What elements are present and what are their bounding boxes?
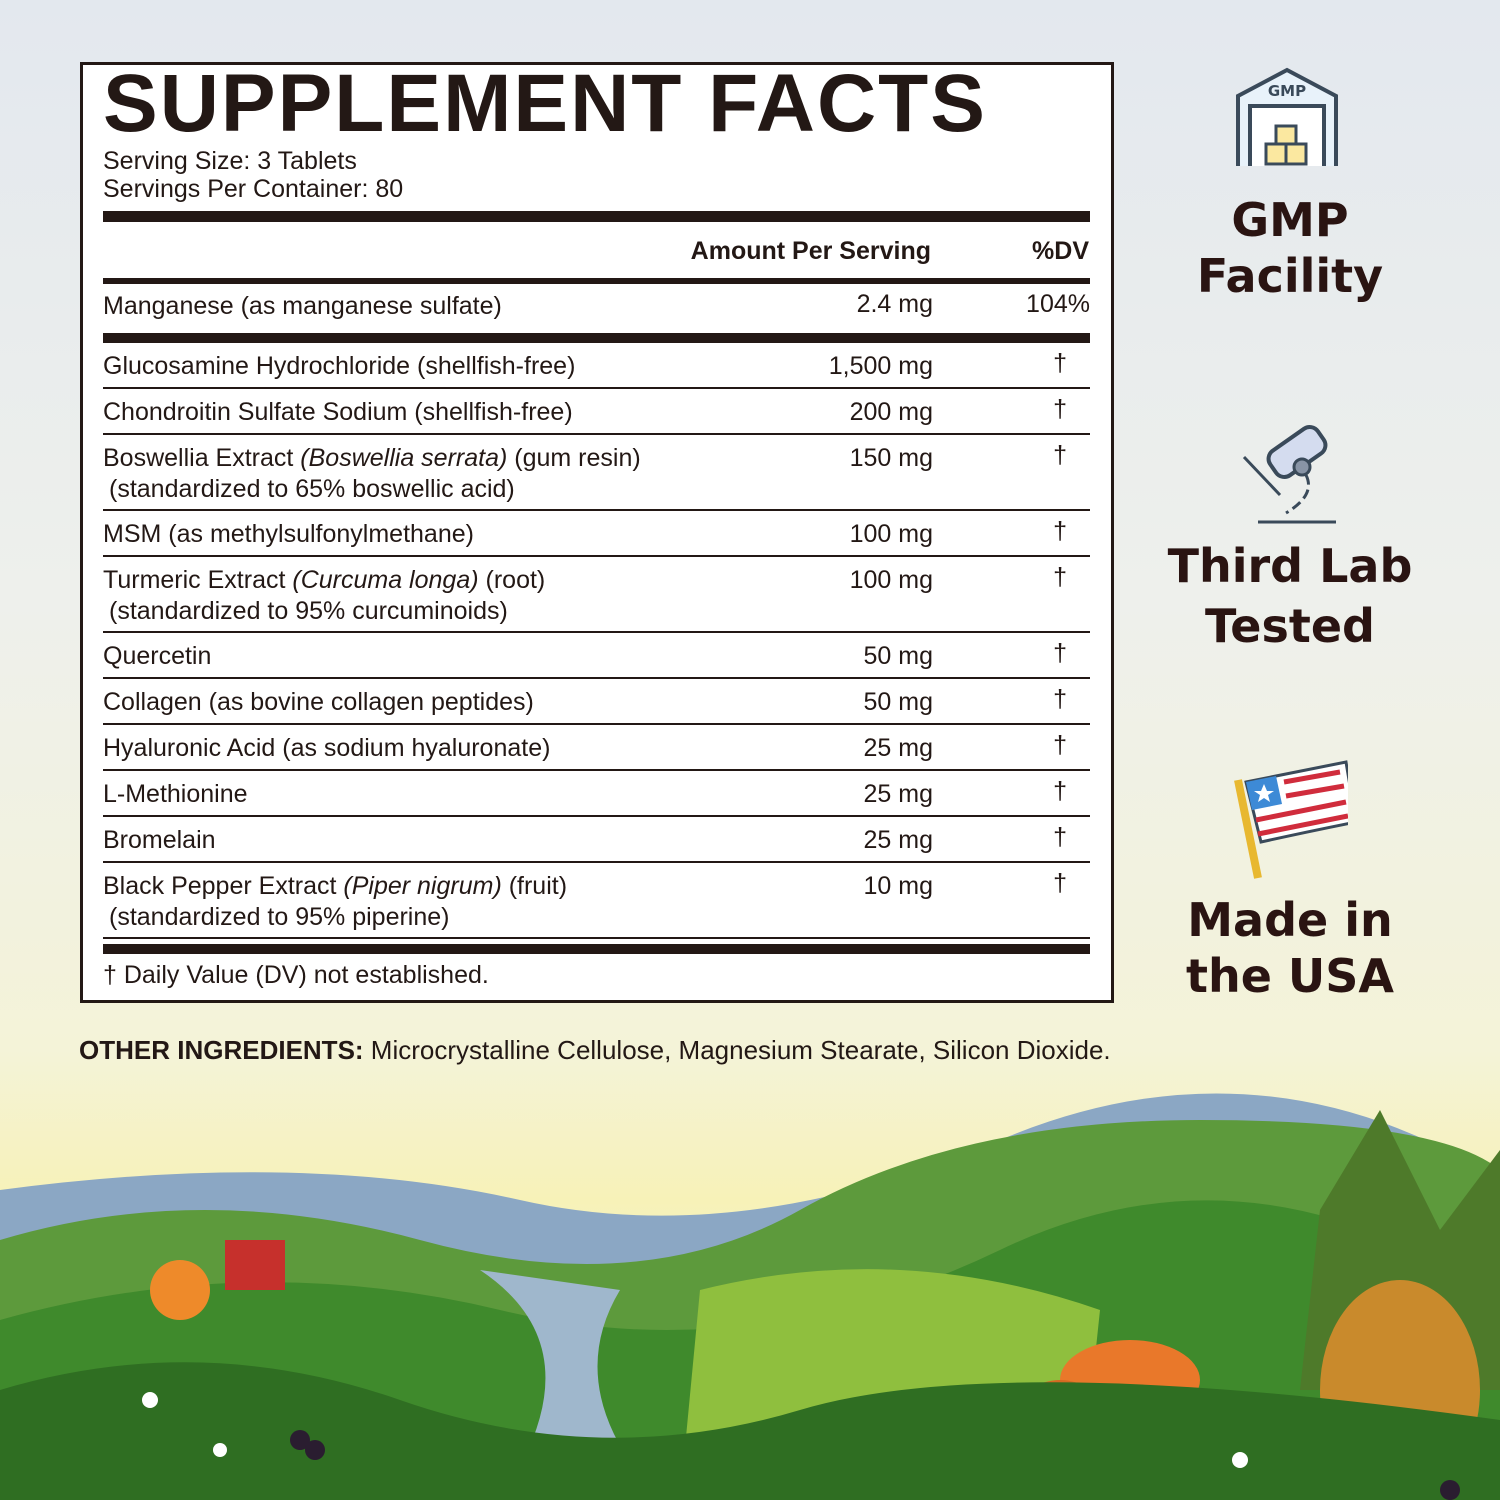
nutrient-latin-name: (Boswellia serrata) [300, 444, 508, 472]
nutrient-name-text: Glucosamine Hydrochloride (shellfish-fre… [103, 352, 576, 380]
nutrient-dv: † [1053, 731, 1067, 759]
header-amount: Amount Per Serving [690, 237, 931, 265]
nutrient-name-text: L-Methionine [103, 780, 248, 808]
nutrient-amount: 50 mg [863, 642, 933, 670]
badge-line: Facility [1196, 249, 1384, 303]
nutrient-name: MSM (as methylsulfonylmethane) [103, 519, 1090, 550]
nutrient-amount: 10 mg [863, 872, 933, 900]
nutrient-name: Boswellia Extract (Boswellia serrata) (g… [103, 443, 1090, 474]
nutrient-amount: 2.4 mg [856, 290, 933, 318]
badge-line: Tested [1205, 599, 1375, 653]
nutrient-name: Bromelain [103, 825, 1090, 856]
nutrient-name-text: Boswellia Extract [103, 444, 301, 472]
nutrient-name: Collagen (as bovine collagen peptides) [103, 687, 1090, 718]
nutrient-dv: † [1053, 349, 1067, 377]
nutrient-name: Chondroitin Sulfate Sodium (shellfish-fr… [103, 397, 1090, 428]
usa-flag-icon [1234, 760, 1348, 879]
badge-gmp: GMP Facility [1130, 192, 1450, 304]
divider-medium [103, 278, 1090, 284]
nutrient-row: Glucosamine Hydrochloride (shellfish-fre… [103, 343, 1090, 389]
servings-per-container: Servings Per Container: 80 [103, 175, 404, 203]
footnote: † Daily Value (DV) not established. [103, 961, 489, 989]
nutrient-standardization: (standardized to 65% boswellic acid) [109, 475, 515, 503]
nutrient-row: Bromelain 25 mg † [103, 817, 1090, 863]
nutrient-name: Quercetin [103, 641, 1090, 672]
nutrient-row: Boswellia Extract (Boswellia serrata) (g… [103, 435, 1090, 511]
divider-thick-bottom [103, 944, 1090, 954]
serving-size: Serving Size: 3 Tablets [103, 147, 357, 175]
nutrient-name-text: Quercetin [103, 642, 212, 670]
landscape-illustration [0, 1093, 1500, 1500]
nutrient-name-text: Hyaluronic Acid (as sodium hyaluronate) [103, 734, 551, 762]
nutrient-amount: 25 mg [863, 734, 933, 762]
nutrient-name: Black Pepper Extract (Piper nigrum) (fru… [103, 871, 1090, 902]
header-dv: %DV [1032, 237, 1089, 265]
gmp-icon-text: GMP [1268, 82, 1306, 100]
nutrient-dv: † [1053, 441, 1067, 469]
nutrient-amount: 1,500 mg [828, 352, 933, 380]
divider-thick [103, 211, 1090, 222]
nutrient-latin-name: (Piper nigrum) [343, 872, 502, 900]
nutrient-row: MSM (as methylsulfonylmethane) 100 mg † [103, 511, 1090, 557]
nutrient-row: Hyaluronic Acid (as sodium hyaluronate) 2… [103, 725, 1090, 771]
nutrient-standardization: (standardized to 95% piperine) [109, 903, 450, 931]
nutrient-row: Manganese (as manganese sulfate) 2.4 mg 10… [103, 281, 1090, 333]
nutrient-row: Black Pepper Extract (Piper nigrum) (fru… [103, 863, 1090, 939]
nutrient-name: Turmeric Extract (Curcuma longa) (root) [103, 565, 1090, 596]
nutrient-part: (root) [478, 566, 546, 594]
nutrient-name-text: Turmeric Extract [103, 566, 293, 594]
nutrient-dv: † [1053, 639, 1067, 667]
nutrient-table: Manganese (as manganese sulfate) 2.4 mg 10… [103, 281, 1090, 939]
nutrient-part: (gum resin) [507, 444, 641, 472]
facts-title: SUPPLEMENT FACTS [103, 58, 987, 149]
supplement-facts-panel: SUPPLEMENT FACTS Serving Size: 3 Tablets… [80, 62, 1114, 1003]
nutrient-name-text: Manganese (as manganese sulfate) [103, 292, 502, 320]
nutrient-amount: 150 mg [849, 444, 933, 472]
nutrient-name-text: Bromelain [103, 826, 216, 854]
nutrient-dv: † [1053, 777, 1067, 805]
nutrient-dv: 104% [1026, 290, 1090, 318]
nutrient-dv: † [1053, 685, 1067, 713]
nutrient-name-text: Collagen (as bovine collagen peptides) [103, 688, 534, 716]
nutrient-name-text: Chondroitin Sulfate Sodium (shellfish-fr… [103, 398, 573, 426]
badge-line: Third Lab [1167, 539, 1413, 593]
divider-thick [103, 333, 1090, 343]
nutrient-row: Quercetin 50 mg † [103, 633, 1090, 679]
nutrient-dv: † [1053, 823, 1067, 851]
nutrient-name-text: MSM (as methylsulfonylmethane) [103, 520, 474, 548]
gmp-warehouse-icon: GMP [1236, 67, 1338, 166]
badge-line: GMP [1231, 193, 1349, 247]
nutrient-standardization: (standardized to 95% curcuminoids) [109, 597, 508, 625]
nutrient-amount: 200 mg [849, 398, 933, 426]
nutrient-row: Chondroitin Sulfate Sodium (shellfish-fr… [103, 389, 1090, 435]
badge-line: Made in [1187, 893, 1393, 947]
nutrient-part: (fruit) [501, 872, 568, 900]
nutrient-name: Hyaluronic Acid (as sodium hyaluronate) [103, 733, 1090, 764]
nutrient-row: Turmeric Extract (Curcuma longa) (root)(… [103, 557, 1090, 633]
nutrient-dv: † [1053, 563, 1067, 591]
nutrient-dv: † [1053, 517, 1067, 545]
nutrient-name: Glucosamine Hydrochloride (shellfish-fre… [103, 351, 1090, 382]
nutrient-amount: 25 mg [863, 826, 933, 854]
nutrient-name: Manganese (as manganese sulfate) [103, 291, 1090, 322]
nutrient-dv: † [1053, 869, 1067, 897]
nutrient-latin-name: (Curcuma longa) [292, 566, 479, 594]
nutrient-row: Collagen (as bovine collagen peptides) 50… [103, 679, 1090, 725]
nutrient-amount: 100 mg [849, 566, 933, 594]
nutrient-amount: 25 mg [863, 780, 933, 808]
badge-made-in-usa: Made in the USA [1130, 892, 1450, 1004]
microscope-icon [1242, 425, 1336, 524]
other-ingredients-text: Microcrystalline Cellulose, Magnesium St… [363, 1035, 1111, 1065]
nutrient-amount: 50 mg [863, 688, 933, 716]
other-ingredients-label: OTHER INGREDIENTS: [79, 1035, 364, 1065]
nutrient-name-text: Black Pepper Extract [103, 872, 344, 900]
nutrient-dv: † [1053, 395, 1067, 423]
other-ingredients: OTHER INGREDIENTS: Microcrystalline Cell… [79, 1033, 1129, 1068]
badge-line: the USA [1185, 949, 1395, 1003]
nutrient-amount: 100 mg [849, 520, 933, 548]
nutrient-row: L-Methionine 25 mg † [103, 771, 1090, 817]
badge-lab-tested: Third Lab Tested [1130, 536, 1450, 656]
nutrient-name: L-Methionine [103, 779, 1090, 810]
